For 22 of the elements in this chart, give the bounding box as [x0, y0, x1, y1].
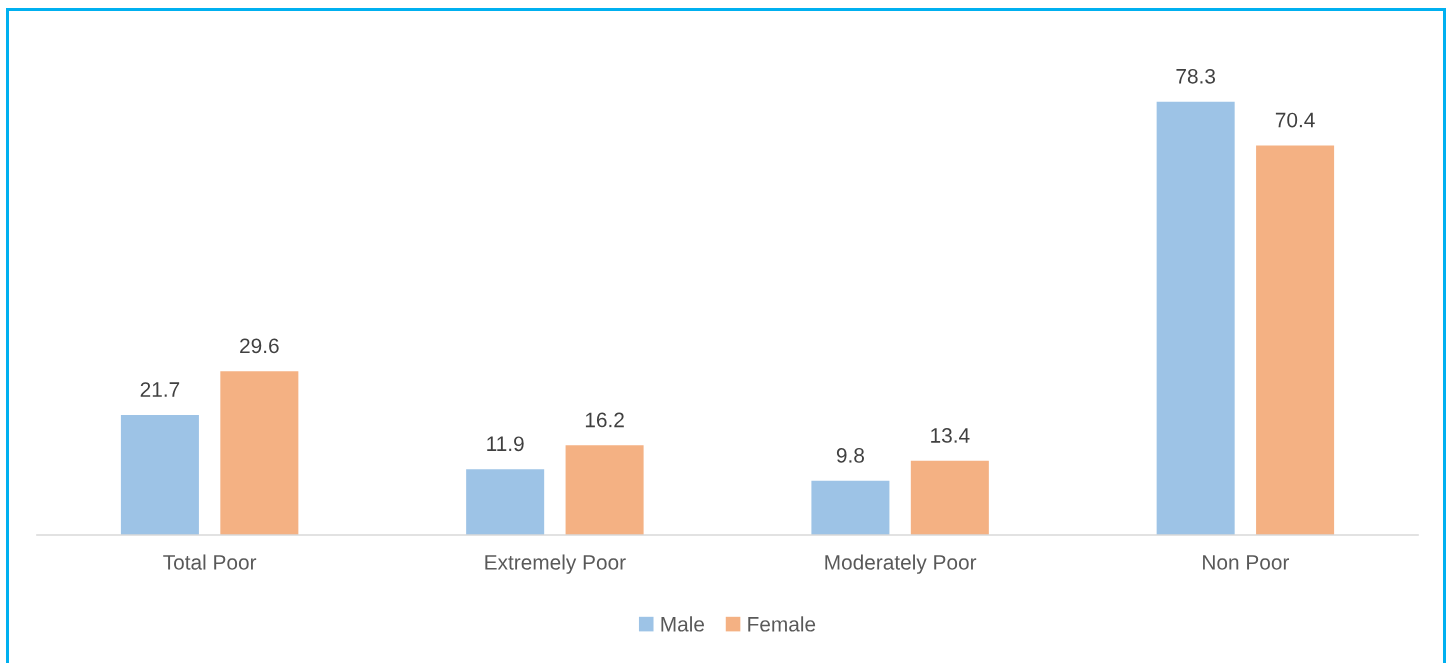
- x-tick-label: Total Poor: [163, 554, 257, 570]
- bar: [910, 460, 989, 535]
- bar: [120, 414, 199, 535]
- data-label: 16.2: [585, 412, 624, 428]
- data-label: 78.3: [1176, 68, 1216, 84]
- legend-label: Female: [748, 616, 816, 632]
- x-tick-label: Non Poor: [1203, 555, 1290, 570]
- legend-label: Male: [661, 616, 705, 632]
- bar: [811, 480, 890, 535]
- bar: [220, 371, 299, 535]
- bar: [1256, 145, 1335, 535]
- data-label: 70.4: [1275, 112, 1315, 128]
- data-label: 11.9: [487, 436, 524, 452]
- data-label: 21.7: [140, 382, 180, 397]
- bar: [1156, 101, 1235, 535]
- bar: [466, 469, 545, 535]
- data-label: 9.8: [836, 448, 864, 463]
- data-label: 29.6: [240, 338, 279, 354]
- x-tick-label: Extremely Poor: [485, 554, 626, 574]
- bar: [565, 445, 644, 535]
- data-label: 13.4: [931, 428, 970, 443]
- x-tick-label: Moderately Poor: [825, 554, 977, 574]
